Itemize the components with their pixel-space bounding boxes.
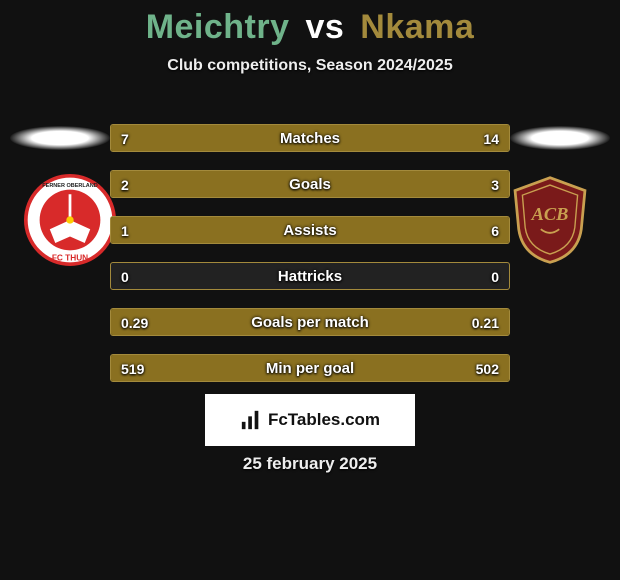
stat-label: Goals per match <box>111 309 509 336</box>
stat-row: 519Min per goal502 <box>110 354 510 382</box>
club-badge-left: FERNER OBERLAND FC THUN <box>24 174 116 266</box>
stat-value-right: 3 <box>491 171 499 198</box>
fc-thun-crest-icon: FERNER OBERLAND FC THUN <box>24 174 116 266</box>
stat-value-right: 0 <box>491 263 499 290</box>
stat-value-right: 0.21 <box>472 309 499 336</box>
stat-row: 1Assists6 <box>110 216 510 244</box>
svg-text:FERNER OBERLAND: FERNER OBERLAND <box>42 183 97 189</box>
club-badge-right: ACB <box>504 174 596 266</box>
stat-row: 0.29Goals per match0.21 <box>110 308 510 336</box>
player1-name: Meichtry <box>146 8 290 46</box>
site-name: FcTables.com <box>268 410 380 430</box>
stat-label: Assists <box>111 217 509 244</box>
player2-name: Nkama <box>360 8 474 46</box>
stats-container: 7Matches14 2Goals3 1Assists6 0Hattricks0 0.2… <box>110 124 510 400</box>
stat-row: 7Matches14 <box>110 124 510 152</box>
vs-label: vs <box>299 8 350 46</box>
svg-text:ACB: ACB <box>531 204 569 224</box>
snapshot-date: 25 february 2025 <box>0 454 620 474</box>
site-badge[interactable]: FcTables.com <box>205 394 415 446</box>
stat-label: Min per goal <box>111 355 509 382</box>
stat-row: 0Hattricks0 <box>110 262 510 290</box>
stat-row: 2Goals3 <box>110 170 510 198</box>
stat-label: Hattricks <box>111 263 509 290</box>
svg-text:FC THUN: FC THUN <box>52 253 88 262</box>
chart-icon <box>240 409 262 431</box>
acb-crest-icon: ACB <box>504 174 596 266</box>
shadow-right <box>510 126 610 150</box>
shadow-left <box>10 126 110 150</box>
stat-label: Goals <box>111 171 509 198</box>
stat-label: Matches <box>111 125 509 152</box>
stat-value-right: 14 <box>483 125 499 152</box>
stat-value-right: 502 <box>476 355 499 382</box>
stat-value-right: 6 <box>491 217 499 244</box>
subtitle: Club competitions, Season 2024/2025 <box>0 57 620 75</box>
comparison-title: Meichtry vs Nkama <box>0 0 620 47</box>
